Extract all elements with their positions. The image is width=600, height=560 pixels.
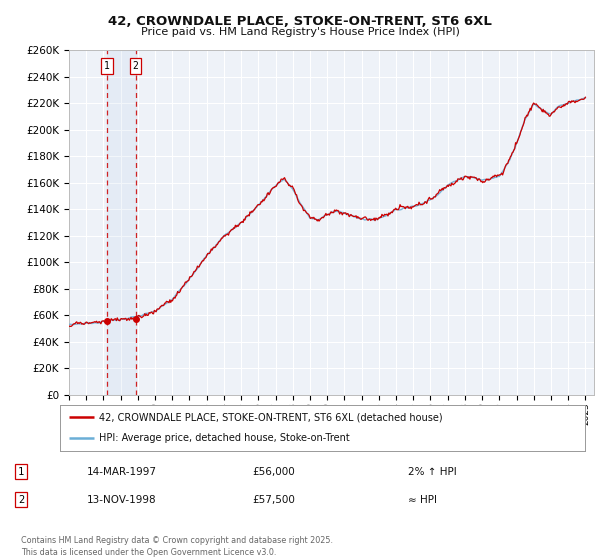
Text: 42, CROWNDALE PLACE, STOKE-ON-TRENT, ST6 6XL (detached house): 42, CROWNDALE PLACE, STOKE-ON-TRENT, ST6… bbox=[100, 412, 443, 422]
Text: ≈ HPI: ≈ HPI bbox=[408, 494, 437, 505]
Text: £57,500: £57,500 bbox=[252, 494, 295, 505]
Text: 42, CROWNDALE PLACE, STOKE-ON-TRENT, ST6 6XL: 42, CROWNDALE PLACE, STOKE-ON-TRENT, ST6… bbox=[108, 15, 492, 27]
Text: 1: 1 bbox=[18, 466, 24, 477]
Text: HPI: Average price, detached house, Stoke-on-Trent: HPI: Average price, detached house, Stok… bbox=[100, 433, 350, 444]
Text: Contains HM Land Registry data © Crown copyright and database right 2025.
This d: Contains HM Land Registry data © Crown c… bbox=[21, 536, 333, 557]
Text: 14-MAR-1997: 14-MAR-1997 bbox=[87, 466, 157, 477]
Bar bbox=[107, 50, 136, 395]
Text: 2% ↑ HPI: 2% ↑ HPI bbox=[408, 466, 457, 477]
Text: 1: 1 bbox=[104, 61, 110, 71]
Text: 2: 2 bbox=[133, 61, 139, 71]
Text: 2: 2 bbox=[18, 494, 24, 505]
Text: £56,000: £56,000 bbox=[252, 466, 295, 477]
Text: 13-NOV-1998: 13-NOV-1998 bbox=[87, 494, 157, 505]
Text: Price paid vs. HM Land Registry's House Price Index (HPI): Price paid vs. HM Land Registry's House … bbox=[140, 27, 460, 37]
